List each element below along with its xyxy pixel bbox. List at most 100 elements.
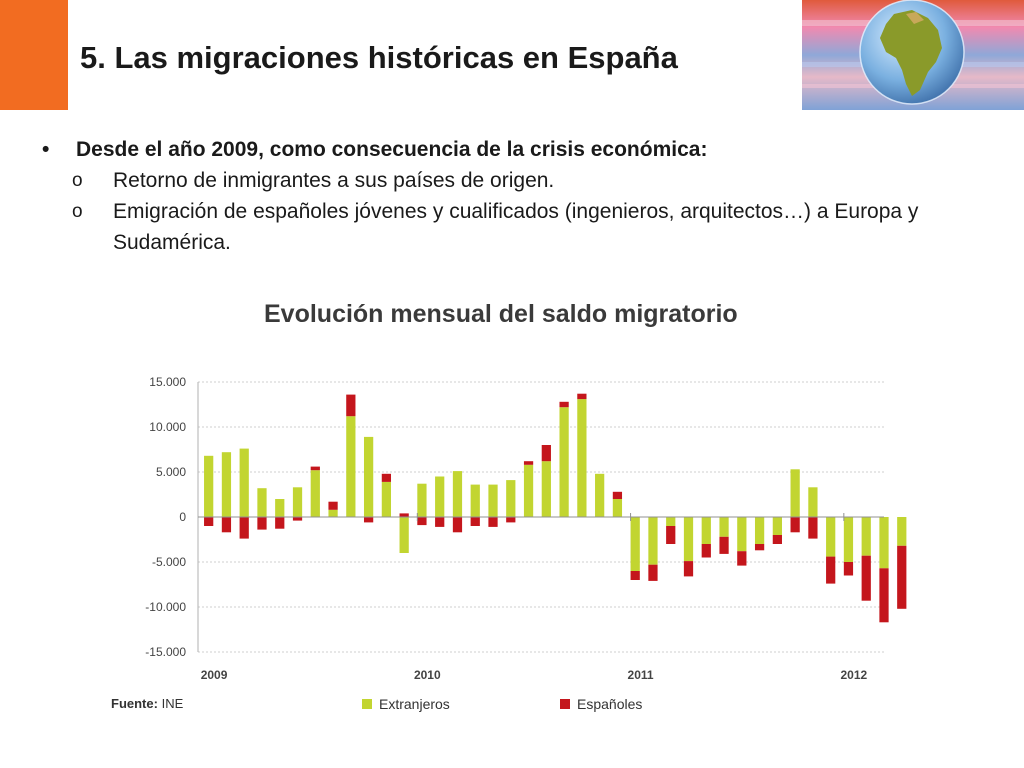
bar-espanoles (648, 564, 658, 581)
bar-espanoles (204, 517, 214, 526)
bar-extranjeros (897, 517, 907, 546)
bar-espanoles (310, 466, 320, 471)
bar-espanoles (843, 562, 854, 576)
bar-espanoles (221, 517, 232, 533)
bar-extranjeros (239, 448, 249, 517)
bullet-marker: • (42, 138, 50, 161)
bar-extranjeros (772, 517, 782, 535)
y-tick-label: 0 (179, 510, 186, 524)
bar-espanoles (701, 544, 711, 558)
bar-extranjeros (346, 416, 356, 517)
bar-espanoles (897, 545, 907, 609)
bar-espanoles (328, 501, 338, 510)
bar-extranjeros (879, 517, 889, 569)
bar-espanoles (452, 517, 463, 533)
bar-extranjeros (541, 461, 551, 517)
chart-title: Evolución mensual del saldo migratorio (264, 300, 738, 328)
bar-extranjeros (577, 399, 587, 517)
bar-espanoles (435, 517, 445, 527)
page-title: 5. Las migraciones históricas en España (80, 40, 678, 75)
bar-espanoles (719, 536, 729, 554)
bar-espanoles (399, 513, 409, 517)
bar-espanoles (790, 517, 800, 533)
bar-extranjeros (506, 480, 516, 517)
bar-extranjeros (701, 517, 711, 544)
bar-espanoles (381, 473, 392, 482)
chart-source: Fuente: INE (111, 696, 183, 711)
bar-extranjeros (221, 452, 232, 517)
bar-extranjeros (204, 455, 214, 517)
bar-espanoles (363, 517, 374, 523)
bar-extranjeros (292, 487, 303, 517)
bar-espanoles (577, 393, 587, 400)
bar-espanoles (470, 517, 480, 526)
bar-espanoles (683, 561, 694, 577)
legend-swatch-espanoles (560, 699, 570, 709)
sub-bullet: o Retorno de inmigrantes a sus países de… (40, 165, 1000, 196)
sub-bullet-text: Emigración de españoles jóvenes y cualif… (113, 200, 919, 254)
bar-espanoles (808, 517, 818, 539)
x-tick-label: 2011 (628, 668, 654, 682)
bar-espanoles (275, 517, 285, 529)
bar-espanoles (879, 568, 889, 623)
y-tick-label: 15.000 (149, 375, 186, 389)
accent-bar (0, 0, 68, 110)
sub-bullet-marker: o (72, 201, 83, 222)
bar-espanoles (239, 517, 249, 539)
bar-extranjeros (612, 499, 623, 517)
bar-extranjeros (452, 471, 463, 517)
bar-espanoles (541, 445, 551, 462)
y-tick-label: 5.000 (156, 465, 186, 479)
bar-espanoles (488, 517, 498, 527)
legend-swatch-extranjeros (362, 699, 372, 709)
bar-espanoles (666, 526, 676, 544)
sub-bullet-marker: o (72, 170, 83, 191)
legend-label-espanoles: Españoles (577, 696, 643, 712)
bar-espanoles (292, 517, 303, 521)
bar-espanoles (523, 461, 534, 465)
bar-extranjeros (666, 517, 676, 526)
bar-extranjeros (275, 499, 285, 517)
bar-extranjeros (861, 517, 871, 556)
bar-extranjeros (310, 470, 320, 517)
bar-extranjeros (328, 509, 338, 517)
bar-espanoles (772, 535, 782, 544)
bar-espanoles (861, 555, 871, 601)
sub-bullet-text: Retorno de inmigrantes a sus países de o… (113, 169, 555, 192)
bar-extranjeros (363, 436, 374, 517)
bar-espanoles (737, 551, 747, 566)
bar-espanoles (417, 517, 427, 526)
bar-extranjeros (737, 517, 747, 552)
bar-extranjeros (523, 464, 534, 517)
bar-extranjeros (754, 517, 765, 544)
y-tick-label: -15.000 (145, 645, 186, 659)
bar-extranjeros (790, 469, 800, 517)
x-tick-label: 2012 (840, 668, 867, 682)
bar-espanoles (826, 556, 836, 584)
y-tick-label: -10.000 (145, 600, 186, 614)
bar-extranjeros (719, 517, 729, 537)
bar-espanoles (754, 544, 765, 551)
bar-extranjeros (435, 476, 445, 517)
bar-extranjeros (417, 483, 427, 517)
y-tick-label: 10.000 (149, 420, 186, 434)
bar-extranjeros (470, 484, 480, 517)
y-tick-label: -5.000 (152, 555, 186, 569)
bar-extranjeros (826, 517, 836, 557)
bar-extranjeros (648, 517, 658, 565)
bullet-main-text: Desde el año 2009, como consecuencia de … (76, 138, 708, 161)
bar-extranjeros (683, 517, 694, 562)
globe-image (802, 0, 1024, 110)
bar-extranjeros (488, 484, 498, 517)
bar-espanoles (559, 401, 569, 408)
bullet-main: • Desde el año 2009, como consecuencia d… (40, 134, 1000, 165)
legend-item-extranjeros: Extranjeros (362, 696, 450, 712)
bar-extranjeros (399, 517, 409, 553)
bar-extranjeros (808, 487, 818, 517)
bar-extranjeros (257, 488, 267, 517)
bar-extranjeros (381, 481, 392, 517)
bar-espanoles (257, 517, 267, 530)
bar-extranjeros (559, 407, 569, 517)
legend-label-extranjeros: Extranjeros (379, 696, 450, 712)
